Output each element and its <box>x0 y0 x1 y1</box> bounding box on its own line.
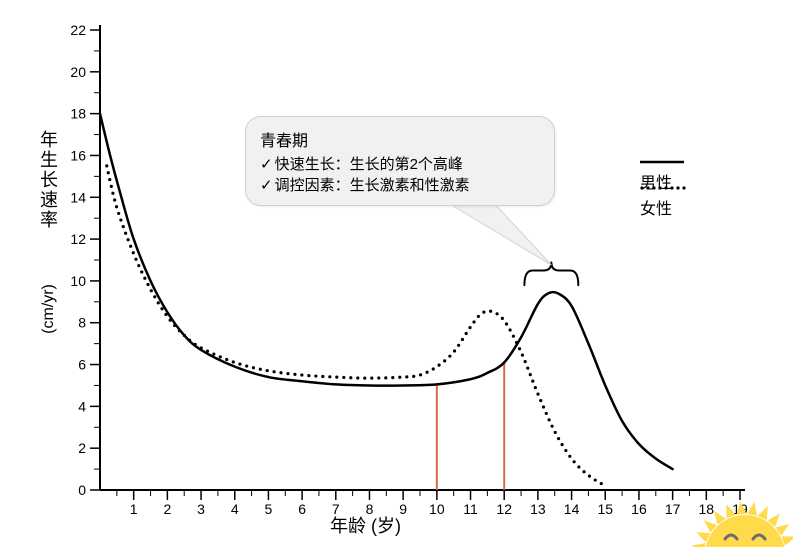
svg-text:13: 13 <box>530 501 546 517</box>
y-axis-unit: (cm/yr) <box>40 284 58 334</box>
svg-text:1: 1 <box>130 501 138 517</box>
svg-text:6: 6 <box>78 357 86 373</box>
svg-text:8: 8 <box>78 315 86 331</box>
svg-text:15: 15 <box>597 501 613 517</box>
svg-text:4: 4 <box>231 501 239 517</box>
svg-text:11: 11 <box>463 501 478 517</box>
svg-text:14: 14 <box>564 501 580 517</box>
svg-text:20: 20 <box>70 64 86 80</box>
svg-text:10: 10 <box>70 273 86 289</box>
svg-text:14: 14 <box>70 189 86 205</box>
svg-text:6: 6 <box>298 501 306 517</box>
svg-text:4: 4 <box>78 398 86 414</box>
legend-female: 女性 <box>640 181 690 219</box>
svg-text:12: 12 <box>70 231 86 247</box>
svg-text:12: 12 <box>496 501 512 517</box>
svg-text:2: 2 <box>78 440 86 456</box>
puberty-callout: 青春期 ✓快速生长：生长的第2个高峰 ✓调控因素：生长激素和性激素 <box>245 116 555 206</box>
svg-text:22: 22 <box>70 22 86 38</box>
y-axis-label: 年生长速率 <box>35 130 61 230</box>
svg-text:18: 18 <box>70 106 86 122</box>
svg-text:3: 3 <box>197 501 205 517</box>
callout-line-2: ✓调控因素：生长激素和性激素 <box>260 174 540 195</box>
svg-text:2: 2 <box>163 501 171 517</box>
chart-canvas: 0246810121416182022123456789101112131415… <box>0 0 793 547</box>
sun-decoration <box>673 477 793 547</box>
svg-text:10: 10 <box>429 501 445 517</box>
svg-text:5: 5 <box>265 501 273 517</box>
growth-rate-chart: 0246810121416182022123456789101112131415… <box>0 0 793 547</box>
svg-text:0: 0 <box>78 482 86 498</box>
x-axis-label: 年龄 (岁) <box>330 512 401 538</box>
callout-line-1: ✓快速生长：生长的第2个高峰 <box>260 153 540 174</box>
svg-text:16: 16 <box>631 501 647 517</box>
callout-title: 青春期 <box>260 127 540 151</box>
svg-text:16: 16 <box>70 147 86 163</box>
